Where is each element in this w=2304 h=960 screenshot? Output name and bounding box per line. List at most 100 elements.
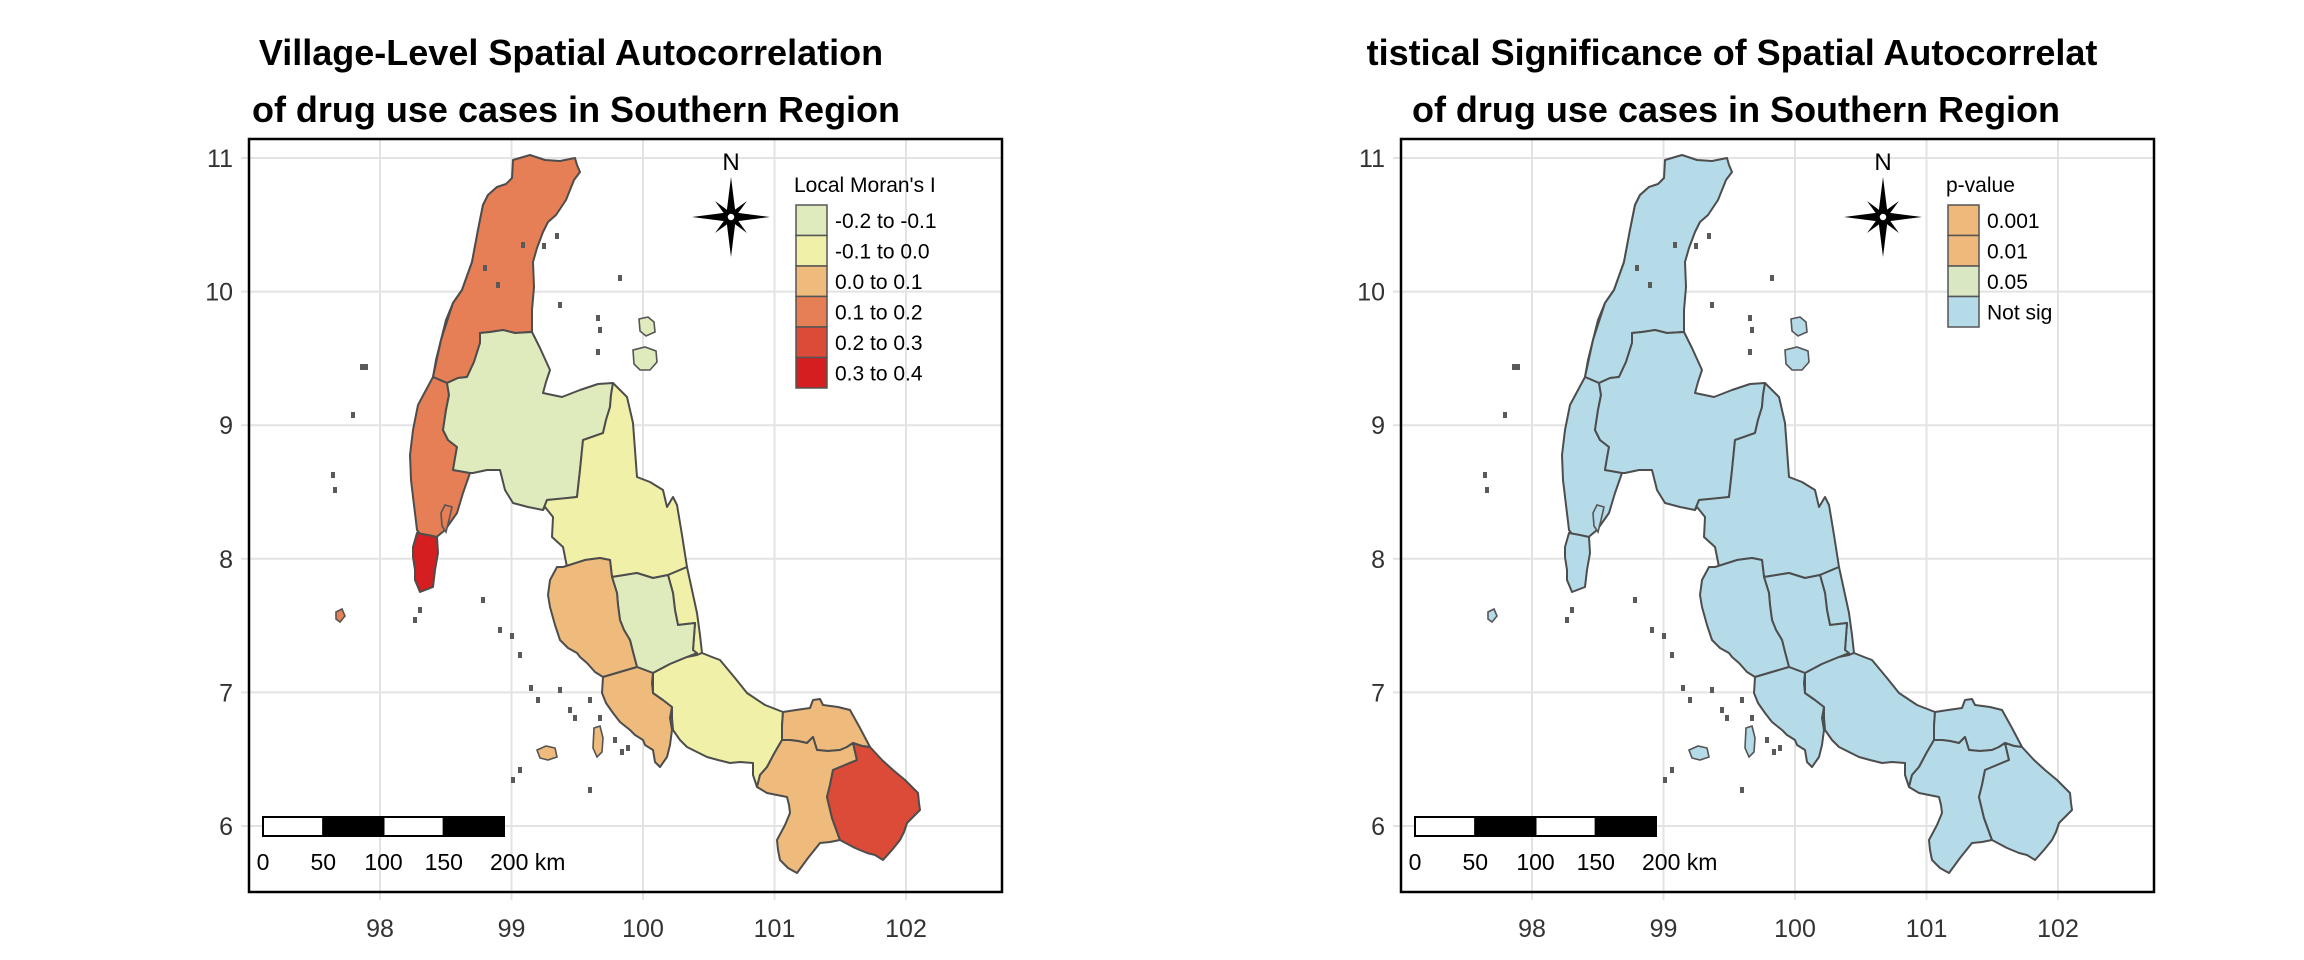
islet-mark bbox=[1750, 327, 1754, 333]
pvalue-map-panel: tistical Significance of Spatial Autocor… bbox=[1357, 32, 2156, 943]
islet-mark bbox=[1670, 652, 1674, 658]
islet-mark bbox=[1707, 233, 1711, 239]
islet-mark bbox=[626, 745, 630, 751]
islet-mark bbox=[1681, 685, 1685, 691]
islet-mark bbox=[555, 233, 559, 239]
islet-mark bbox=[1650, 627, 1654, 633]
islet-mark bbox=[333, 487, 337, 493]
island-region bbox=[1687, 745, 1710, 761]
legend-swatch bbox=[1947, 295, 1980, 328]
islet-mark bbox=[1688, 697, 1692, 703]
island-region bbox=[592, 724, 604, 759]
panel-frame bbox=[1399, 137, 2156, 894]
islet-mark bbox=[1516, 364, 1520, 370]
scale-bar-label: 200 km bbox=[1642, 849, 1717, 875]
scale-bar-label: 0 bbox=[257, 849, 270, 875]
legend-swatch bbox=[795, 356, 828, 389]
x-tick-label: 100 bbox=[1774, 915, 1816, 943]
island-region bbox=[638, 316, 656, 337]
legend: Local Moran's I -0.2 to -0.1 -0.1 to 0.0 0.… bbox=[794, 174, 937, 389]
islet-mark bbox=[521, 242, 525, 248]
islet-mark bbox=[518, 652, 522, 658]
x-tick-label: 99 bbox=[498, 915, 526, 943]
legend: p-value 0.001 0.01 0.05 Not sig bbox=[1946, 174, 2052, 328]
islet-mark bbox=[1662, 633, 1666, 639]
legend-label: 0.001 bbox=[1987, 210, 2040, 233]
scale-bar-segment bbox=[1414, 816, 1477, 837]
province-region[interactable] bbox=[412, 532, 439, 593]
islet-mark bbox=[413, 617, 417, 623]
islet-mark bbox=[1740, 697, 1744, 703]
legend-title: p-value bbox=[1946, 174, 2015, 197]
island-region bbox=[1790, 316, 1808, 337]
islet-mark bbox=[483, 265, 487, 271]
scale-bar-label: 100 bbox=[364, 849, 402, 875]
y-tick-label: 8 bbox=[1371, 546, 1385, 574]
islet-mark bbox=[1570, 607, 1574, 613]
north-label: N bbox=[1874, 149, 1891, 176]
islet-mark bbox=[588, 787, 592, 793]
islet-mark bbox=[596, 315, 600, 321]
island-region bbox=[1487, 607, 1498, 624]
island-region bbox=[1592, 504, 1605, 534]
legend-label: 0.01 bbox=[1987, 241, 2028, 264]
islet-mark bbox=[1725, 715, 1729, 721]
legend-swatch bbox=[795, 204, 828, 237]
legend-label: -0.1 to 0.0 bbox=[835, 241, 930, 264]
y-tick-label: 9 bbox=[219, 412, 233, 440]
province-region[interactable] bbox=[432, 154, 581, 384]
islet-mark bbox=[598, 715, 602, 721]
province-region[interactable] bbox=[1978, 742, 2073, 861]
province-region[interactable] bbox=[826, 742, 921, 861]
legend-swatch bbox=[795, 326, 828, 359]
islet-mark bbox=[1483, 472, 1487, 478]
y-tick-label: 7 bbox=[1371, 679, 1385, 707]
scale-bar-segment bbox=[1534, 816, 1597, 837]
scale-bar-label: 0 bbox=[1409, 849, 1422, 875]
islet-mark bbox=[1748, 315, 1752, 321]
panel-title-line-1: Village-Level Spatial Autocorrelation bbox=[259, 32, 883, 73]
islet-mark bbox=[558, 302, 562, 308]
province-region[interactable] bbox=[1584, 154, 1733, 384]
islet-mark bbox=[360, 364, 364, 370]
islet-mark bbox=[536, 697, 540, 703]
y-tick-label: 8 bbox=[219, 546, 233, 574]
legend-swatch bbox=[795, 234, 828, 267]
scale-bar-label: 200 km bbox=[490, 849, 565, 875]
islet-mark bbox=[588, 697, 592, 703]
legend-label: Not sig bbox=[1987, 302, 2052, 325]
legend-label: 0.3 to 0.4 bbox=[835, 363, 923, 386]
islet-mark bbox=[1512, 364, 1516, 370]
islet-mark bbox=[1720, 707, 1724, 713]
islet-mark bbox=[598, 327, 602, 333]
islet-mark bbox=[1503, 412, 1507, 418]
islet-mark bbox=[331, 472, 335, 478]
islet-mark bbox=[1710, 302, 1714, 308]
moran-map-panel: Village-Level Spatial Autocorrelation of… bbox=[205, 32, 1004, 943]
north-arrow-center-icon bbox=[726, 212, 736, 222]
islet-mark bbox=[1485, 487, 1489, 493]
legend-label: -0.2 to -0.1 bbox=[835, 210, 937, 233]
scale-bar-label: 50 bbox=[1462, 849, 1488, 875]
islet-mark bbox=[511, 777, 515, 783]
islet-mark bbox=[1673, 242, 1677, 248]
scale-bar-label: 50 bbox=[310, 849, 336, 875]
island-region bbox=[440, 504, 453, 534]
scale-bar-segment bbox=[322, 816, 385, 837]
islet-mark bbox=[498, 627, 502, 633]
province-region[interactable] bbox=[1564, 532, 1591, 593]
panel-title-line-2: of drug use cases in Southern Region bbox=[1412, 89, 2060, 130]
y-tick-label: 10 bbox=[205, 279, 233, 307]
islet-mark bbox=[1748, 349, 1752, 355]
islet-mark bbox=[1694, 243, 1698, 249]
province-layer bbox=[331, 154, 921, 874]
y-tick-label: 6 bbox=[1371, 813, 1385, 841]
panel-frame bbox=[247, 137, 1004, 894]
islet-mark bbox=[1772, 749, 1776, 755]
scale-bar-label: 100 bbox=[1516, 849, 1554, 875]
y-tick-label: 9 bbox=[1371, 412, 1385, 440]
legend-swatch bbox=[795, 295, 828, 328]
x-tick-label: 101 bbox=[1906, 915, 1948, 943]
scale-bar-label: 150 bbox=[425, 849, 463, 875]
